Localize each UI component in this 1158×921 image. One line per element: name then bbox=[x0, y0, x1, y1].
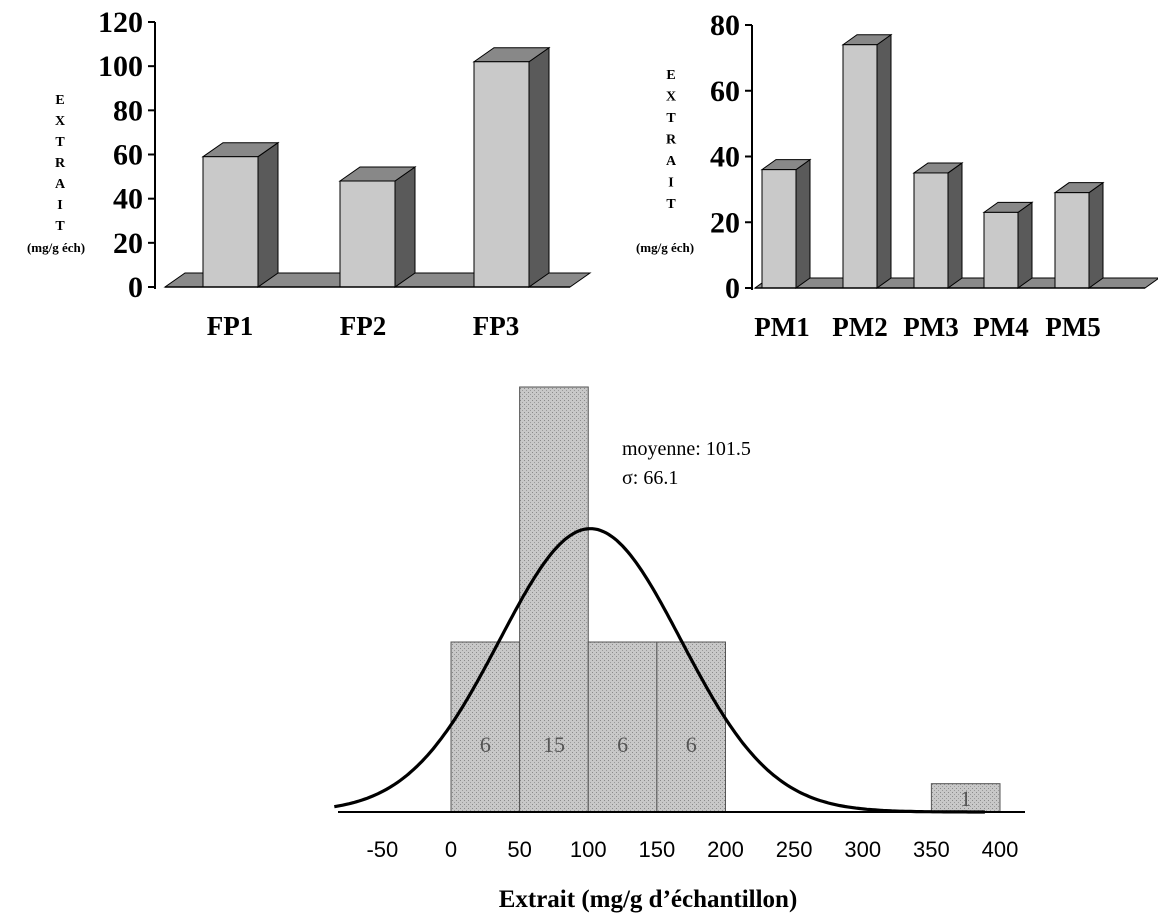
x-axis-categories: PM1 PM2 PM3 PM4 PM5 bbox=[754, 312, 1100, 342]
x-axis-categories: FP1 FP2 FP3 bbox=[207, 311, 520, 341]
bars bbox=[753, 33, 1158, 289]
bar-pm2 bbox=[841, 33, 893, 289]
y-label-letter: T bbox=[666, 197, 676, 212]
bar-front bbox=[913, 172, 949, 289]
bar-side bbox=[795, 158, 811, 289]
bar-front bbox=[473, 61, 530, 288]
bin-count-label: 1 bbox=[960, 786, 971, 811]
bin-count-label: 15 bbox=[543, 732, 565, 757]
y-tick-label: 120 bbox=[98, 6, 143, 39]
histogram-bar bbox=[519, 386, 589, 813]
bar-side bbox=[947, 161, 963, 289]
x-tick-label: 250 bbox=[776, 837, 813, 862]
x-tick-label: -50 bbox=[366, 837, 398, 862]
y-label-letter: X bbox=[55, 114, 65, 129]
y-label-unit: (mg/g éch) bbox=[636, 240, 694, 255]
category-label: FP1 bbox=[207, 311, 254, 341]
y-tick-label: 40 bbox=[710, 141, 740, 174]
bars bbox=[163, 46, 592, 288]
y-label-letter: X bbox=[666, 90, 676, 105]
y-tick-label: 0 bbox=[725, 272, 740, 305]
x-axis-label: Extrait (mg/g d’échantillon) bbox=[499, 886, 798, 913]
bar-side bbox=[394, 166, 416, 288]
y-label-unit: (mg/g éch) bbox=[27, 240, 85, 255]
y-label-letter: R bbox=[55, 156, 66, 171]
y-label-letter: A bbox=[666, 154, 677, 169]
histogram-bars bbox=[450, 386, 1001, 813]
bar-side bbox=[257, 141, 279, 288]
bar-side bbox=[528, 46, 550, 288]
bar-pm5 bbox=[1053, 181, 1105, 289]
y-tick-label: 20 bbox=[710, 206, 740, 239]
x-axis-ticks: -50 0 50 100 150 200 250 300 350 400 bbox=[366, 837, 1018, 862]
x-tick-label: 150 bbox=[639, 837, 676, 862]
bin-count-label: 6 bbox=[617, 732, 628, 757]
annotation-mean: moyenne: 101.5 bbox=[622, 438, 751, 460]
bar-side bbox=[876, 33, 892, 289]
category-label: FP3 bbox=[473, 311, 520, 341]
bar-pm4 bbox=[982, 201, 1034, 289]
histogram-bar bbox=[656, 641, 726, 813]
y-tick-label: 100 bbox=[98, 50, 143, 83]
category-label: FP2 bbox=[340, 311, 387, 341]
y-label-letter: T bbox=[666, 111, 676, 126]
bar-pm1 bbox=[760, 158, 812, 289]
x-tick-label: 300 bbox=[844, 837, 881, 862]
category-label: PM5 bbox=[1045, 312, 1100, 342]
bin-count-label: 6 bbox=[686, 732, 697, 757]
histogram-counts: 6 15 6 6 1 bbox=[480, 732, 971, 811]
bar-fp2 bbox=[338, 166, 417, 288]
y-label-letter: A bbox=[55, 177, 66, 192]
histogram-bar bbox=[930, 783, 1001, 813]
y-axis-ticks: 0 20 40 60 80 100 120 bbox=[98, 6, 156, 304]
y-tick-label: 40 bbox=[113, 183, 143, 216]
bar-front bbox=[202, 156, 259, 288]
y-tick-label: 0 bbox=[128, 271, 143, 304]
bar-side bbox=[1088, 181, 1104, 289]
histogram-bar bbox=[587, 641, 658, 813]
y-label-letter: I bbox=[57, 198, 62, 213]
y-tick-label: 80 bbox=[113, 94, 143, 127]
bar-side bbox=[1017, 201, 1033, 289]
y-label-letter: I bbox=[668, 176, 673, 191]
x-tick-label: 50 bbox=[507, 837, 531, 862]
normal-curve bbox=[334, 527, 985, 814]
category-label: PM2 bbox=[832, 312, 887, 342]
x-tick-label: 400 bbox=[982, 837, 1019, 862]
x-tick-label: 350 bbox=[913, 837, 950, 862]
bin-count-label: 6 bbox=[480, 732, 491, 757]
y-label-letter: T bbox=[55, 135, 65, 150]
y-tick-label: 60 bbox=[113, 139, 143, 172]
y-label-letter: R bbox=[666, 133, 677, 148]
y-axis-ticks: 0 20 40 60 80 bbox=[710, 9, 753, 305]
bar-front bbox=[1054, 192, 1090, 289]
bar-pm3 bbox=[912, 161, 964, 289]
category-label: PM1 bbox=[754, 312, 809, 342]
bar-front bbox=[842, 44, 878, 289]
y-label-letter: T bbox=[55, 219, 65, 234]
category-label: PM3 bbox=[903, 312, 958, 342]
annotation-sigma: σ: 66.1 bbox=[622, 467, 678, 489]
bar-fp1 bbox=[201, 141, 280, 288]
y-label-letter: E bbox=[55, 93, 64, 108]
bar-fp3 bbox=[472, 46, 551, 288]
y-tick-label: 60 bbox=[710, 75, 740, 108]
category-label: PM4 bbox=[973, 312, 1028, 342]
x-tick-label: 0 bbox=[445, 837, 457, 862]
x-tick-label: 100 bbox=[570, 837, 607, 862]
bar-front bbox=[339, 180, 396, 288]
chart-histogram: 6 15 6 6 1 -50 0 50 100 150 200 250 300 350 400 moyen… bbox=[334, 386, 1025, 913]
bar-front bbox=[983, 211, 1019, 289]
y-tick-label: 20 bbox=[113, 227, 143, 260]
y-label-letter: E bbox=[666, 68, 675, 83]
bar-front bbox=[761, 169, 797, 289]
x-tick-label: 200 bbox=[707, 837, 744, 862]
y-tick-label: 80 bbox=[710, 9, 740, 42]
